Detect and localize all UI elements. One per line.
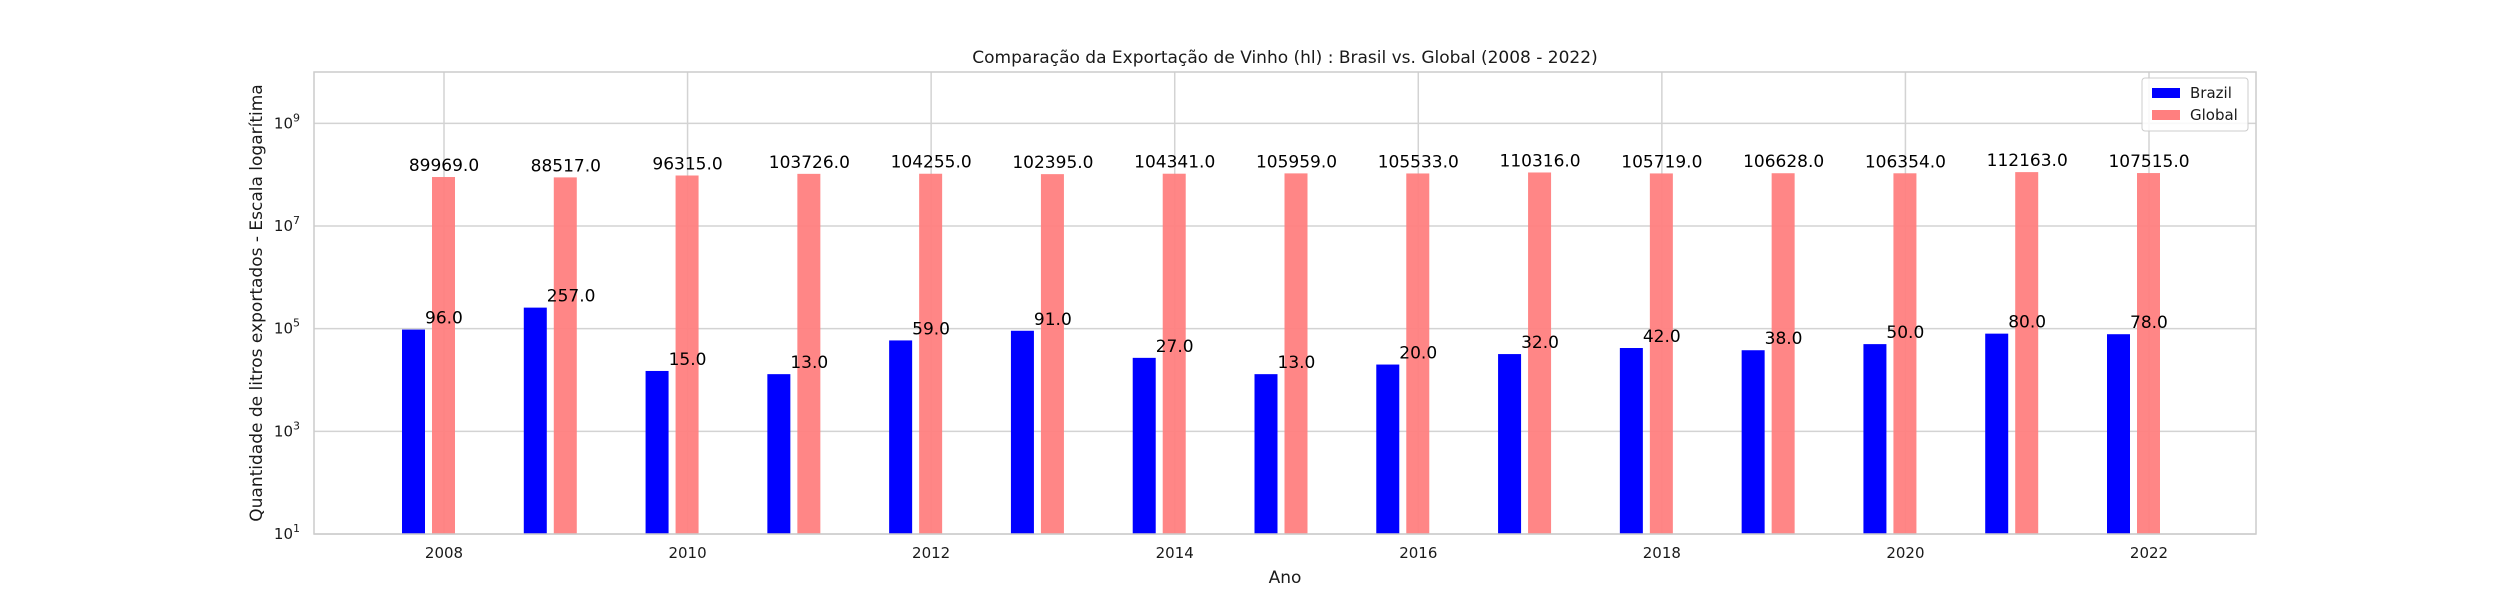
data-label-global: 104341.0 xyxy=(1134,153,1215,173)
y-tick-label: 103 xyxy=(274,419,300,440)
chart-title: Comparação da Exportação de Vinho (hl) :… xyxy=(972,48,1597,68)
bar-global xyxy=(919,173,943,535)
bar-brazil xyxy=(1863,344,1887,534)
data-label-brazil: 50.0 xyxy=(1886,323,1924,343)
data-label-brazil: 257.0 xyxy=(547,287,596,307)
y-tick-label: 101 xyxy=(274,522,300,543)
x-tick-label: 2022 xyxy=(2130,544,2168,562)
bar-brazil xyxy=(1010,330,1034,534)
data-label-global: 105959.0 xyxy=(1256,152,1337,172)
bar-global xyxy=(553,177,577,534)
data-label-global: 103726.0 xyxy=(769,153,850,173)
bar-global xyxy=(1649,173,1673,534)
bar-brazil xyxy=(1254,374,1278,534)
data-label-global: 88517.0 xyxy=(531,156,601,176)
bar-global xyxy=(1284,173,1308,534)
y-tick-label: 107 xyxy=(274,214,300,235)
bar-global xyxy=(1040,174,1064,534)
data-label-brazil: 80.0 xyxy=(2008,313,2046,333)
bar-brazil xyxy=(1741,350,1765,534)
data-label-brazil: 91.0 xyxy=(1034,310,1072,330)
legend-swatch-global xyxy=(2152,110,2180,120)
bar-brazil xyxy=(1376,364,1400,534)
x-tick-label: 2012 xyxy=(912,544,950,562)
bar-global xyxy=(2015,172,2039,534)
bar-global xyxy=(1528,172,1552,534)
bar-global xyxy=(1893,173,1917,534)
x-tick-label: 2010 xyxy=(668,544,706,562)
data-label-global: 106354.0 xyxy=(1865,152,1946,172)
bars xyxy=(402,172,2160,535)
data-label-global: 112163.0 xyxy=(1987,151,2068,171)
data-label-brazil: 42.0 xyxy=(1643,327,1681,347)
bar-brazil xyxy=(1132,357,1156,534)
x-tick-label: 2018 xyxy=(1643,544,1681,562)
data-label-brazil: 15.0 xyxy=(669,350,707,370)
data-label-global: 107515.0 xyxy=(2108,152,2189,172)
bar-brazil xyxy=(767,374,791,534)
bar-global xyxy=(1406,173,1430,534)
data-label-global: 105533.0 xyxy=(1378,152,1459,172)
data-label-global: 104255.0 xyxy=(891,153,972,173)
bar-brazil xyxy=(1498,354,1522,534)
data-label-global: 105719.0 xyxy=(1621,152,1702,172)
x-tick-label: 2020 xyxy=(1886,544,1924,562)
plot-frame xyxy=(313,71,2257,535)
data-label-brazil: 27.0 xyxy=(1156,337,1194,357)
bar-global xyxy=(1771,173,1795,534)
bar-brazil xyxy=(889,340,913,534)
legend-swatch-brazil xyxy=(2152,88,2180,98)
bar-global xyxy=(1162,173,1186,535)
bar-brazil xyxy=(645,370,669,534)
bar-global xyxy=(432,177,455,534)
legend: Brazil Global xyxy=(2141,77,2249,132)
data-label-brazil: 78.0 xyxy=(2130,313,2168,333)
y-tick-label: 109 xyxy=(274,111,300,132)
data-label-brazil: 96.0 xyxy=(425,309,463,329)
data-label-global: 106628.0 xyxy=(1743,152,1824,172)
bar-global xyxy=(2137,173,2160,534)
legend-label-brazil: Brazil xyxy=(2190,84,2232,102)
legend-label-global: Global xyxy=(2190,106,2238,124)
data-label-brazil: 20.0 xyxy=(1399,344,1437,364)
data-label-brazil: 13.0 xyxy=(790,353,828,373)
x-tick-label: 2008 xyxy=(425,544,463,562)
data-label-brazil: 32.0 xyxy=(1521,333,1559,353)
data-label-brazil: 13.0 xyxy=(1278,353,1316,373)
data-labels: 96.0 89969.0 257.0 88517.0 15.0 96315.0 13.0 10… xyxy=(409,151,2190,373)
data-label-global: 96315.0 xyxy=(652,155,722,175)
bar-brazil xyxy=(402,329,425,534)
bar-brazil xyxy=(2107,334,2130,534)
data-label-brazil: 38.0 xyxy=(1765,329,1803,349)
x-tick-label: 2014 xyxy=(1156,544,1194,562)
y-tick-label: 105 xyxy=(274,317,300,338)
data-label-global: 110316.0 xyxy=(1500,151,1581,171)
data-label-global: 102395.0 xyxy=(1012,153,1093,173)
x-axis-ticks: 2008 2010 2012 2014 2016 2018 2020 2022 xyxy=(425,544,2168,562)
data-label-brazil: 59.0 xyxy=(912,319,950,339)
bar-global xyxy=(675,175,699,534)
bar-global xyxy=(797,173,821,534)
y-axis-label: Quantidade de litros exportados - Escala… xyxy=(247,84,267,521)
x-axis-label: Ano xyxy=(1269,568,1302,588)
data-label-global: 89969.0 xyxy=(409,156,479,176)
bar-brazil xyxy=(523,307,547,534)
x-tick-label: 2016 xyxy=(1399,544,1437,562)
bar-brazil xyxy=(1985,333,2009,534)
y-axis-ticks: 101 103 105 107 109 xyxy=(274,111,300,543)
bar-brazil xyxy=(1619,348,1643,534)
